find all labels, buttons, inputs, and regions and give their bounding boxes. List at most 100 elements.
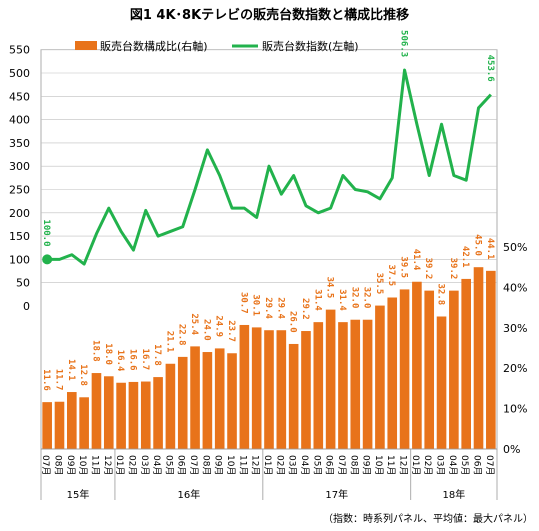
month-label: 07月 bbox=[188, 455, 199, 475]
bar bbox=[375, 305, 385, 449]
bar bbox=[362, 319, 373, 449]
bar-value-label: 16.6 bbox=[127, 349, 137, 371]
line-value-label: 453.6 bbox=[485, 55, 495, 82]
bar-value-label: 21.1 bbox=[164, 331, 174, 353]
bar-value-label: 17.8 bbox=[152, 344, 162, 366]
bar bbox=[325, 309, 336, 449]
bar-value-label: 24.9 bbox=[214, 315, 224, 337]
month-label: 02月 bbox=[274, 455, 285, 475]
bar bbox=[79, 397, 89, 449]
bar bbox=[301, 331, 311, 449]
left-tick-label: 250 bbox=[9, 184, 30, 197]
month-label: 05月 bbox=[459, 455, 470, 475]
bar-value-label: 44.1 bbox=[485, 238, 495, 260]
bar bbox=[486, 270, 496, 449]
bar-value-label: 11.6 bbox=[41, 369, 51, 391]
bar-value-label: 31.4 bbox=[337, 289, 347, 311]
month-label: 09月 bbox=[213, 455, 224, 475]
bar-value-label: 45.0 bbox=[473, 234, 483, 256]
bar-value-label: 42.1 bbox=[460, 246, 470, 268]
month-label: 11月 bbox=[385, 455, 396, 475]
bar-value-label: 37.5 bbox=[386, 265, 396, 287]
bar-value-label: 14.1 bbox=[66, 359, 76, 381]
month-label: 01月 bbox=[114, 455, 125, 475]
legend-line-label: 販売台数指数(左軸) bbox=[262, 39, 359, 53]
bar bbox=[338, 322, 348, 449]
bar-value-label: 30.7 bbox=[238, 292, 248, 314]
bar bbox=[424, 290, 435, 449]
month-label: 12月 bbox=[102, 455, 113, 475]
bar-value-label: 12.8 bbox=[78, 364, 88, 386]
year-label: 15年 bbox=[67, 488, 90, 501]
month-label: 12月 bbox=[250, 455, 261, 475]
month-label: 12月 bbox=[398, 455, 409, 475]
bar bbox=[42, 402, 52, 449]
bar bbox=[461, 278, 471, 449]
month-label: 08月 bbox=[52, 455, 63, 475]
month-label: 10月 bbox=[373, 455, 384, 475]
month-label: 09月 bbox=[65, 455, 76, 475]
bar-value-label: 24.0 bbox=[201, 319, 211, 341]
bar bbox=[276, 330, 287, 449]
bar-value-label: 22.8 bbox=[177, 324, 187, 346]
bar bbox=[473, 267, 484, 449]
bar-value-label: 30.1 bbox=[251, 294, 261, 316]
month-label: 07月 bbox=[484, 455, 495, 475]
bar bbox=[313, 322, 324, 449]
month-label: 06月 bbox=[176, 455, 187, 475]
bar-value-label: 23.7 bbox=[226, 320, 236, 342]
month-label: 08月 bbox=[200, 455, 211, 475]
month-label: 02月 bbox=[422, 455, 433, 475]
bar bbox=[153, 377, 163, 449]
month-label: 11月 bbox=[237, 455, 248, 475]
bar-value-label: 16.7 bbox=[140, 349, 150, 371]
left-tick-label: 100 bbox=[9, 253, 30, 266]
month-label: 03月 bbox=[139, 455, 150, 475]
left-tick-label: 50 bbox=[16, 277, 30, 290]
month-label: 04月 bbox=[151, 455, 162, 475]
right-tick-label: 30% bbox=[503, 322, 527, 335]
bar-value-label: 25.4 bbox=[189, 313, 199, 335]
bar bbox=[399, 289, 410, 449]
bar-value-label: 32.0 bbox=[362, 287, 372, 309]
right-tick-label: 0% bbox=[503, 443, 520, 456]
month-label: 06月 bbox=[472, 455, 483, 475]
bar-value-label: 18.0 bbox=[103, 343, 113, 365]
month-label: 10月 bbox=[225, 455, 236, 475]
left-tick-label: 200 bbox=[9, 207, 30, 220]
month-label: 03月 bbox=[435, 455, 446, 475]
month-label: 01月 bbox=[410, 455, 421, 475]
right-tick-label: 20% bbox=[503, 362, 527, 375]
bar bbox=[202, 352, 213, 449]
month-label: 03月 bbox=[287, 455, 298, 475]
month-label: 04月 bbox=[299, 455, 310, 475]
bar bbox=[116, 382, 126, 449]
month-label: 10月 bbox=[77, 455, 88, 475]
bar-value-label: 29.2 bbox=[300, 298, 310, 320]
left-tick-label: 400 bbox=[9, 114, 30, 127]
index-line bbox=[47, 68, 492, 266]
month-label: 04月 bbox=[447, 455, 458, 475]
bar bbox=[165, 363, 176, 449]
right-tick-label: 50% bbox=[503, 241, 527, 254]
legend-bar-label: 販売台数構成比(右軸) bbox=[100, 39, 208, 53]
chart-footnote: （指数：時系列パネル、平均値：最大パネル） bbox=[323, 514, 533, 525]
bar bbox=[190, 346, 200, 449]
left-tick-label: 550 bbox=[9, 44, 30, 57]
month-label: 05月 bbox=[311, 455, 322, 475]
bar bbox=[288, 343, 299, 449]
chart-title: 図1 4K･8Kテレビの販売台数指数と構成比推移 bbox=[129, 8, 410, 23]
month-label: 07月 bbox=[40, 455, 51, 475]
right-tick-label: 10% bbox=[503, 403, 527, 416]
bar bbox=[177, 356, 188, 449]
left-tick-label: 500 bbox=[9, 67, 30, 80]
bar-value-label: 29.4 bbox=[275, 297, 285, 319]
right-tick-label: 40% bbox=[503, 281, 527, 294]
bar bbox=[350, 319, 361, 449]
bar bbox=[128, 381, 139, 449]
bar-value-label: 29.4 bbox=[263, 297, 273, 319]
bar bbox=[227, 353, 237, 449]
bar-value-label: 34.5 bbox=[325, 277, 335, 299]
